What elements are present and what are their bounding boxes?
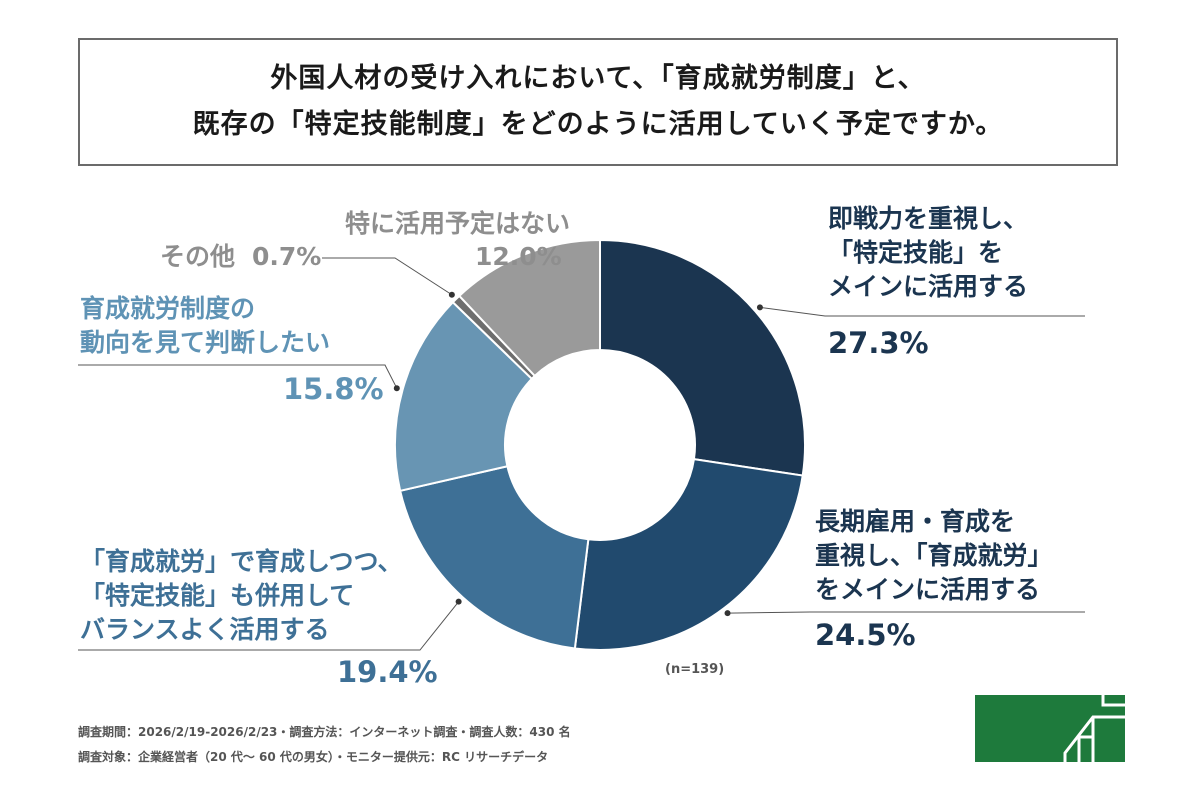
label-1-line-2: をメインに活用する bbox=[815, 575, 1041, 604]
pct-slice-1: 24.5% bbox=[815, 618, 916, 652]
pct-slice-0: 27.3% bbox=[828, 326, 929, 360]
sample-size: (n=139) bbox=[665, 662, 725, 677]
title-line-1: 外国人材の受け入れにおいて、「育成就労制度」と、 bbox=[270, 63, 926, 94]
leader-dot-1 bbox=[724, 610, 731, 617]
leader-dot-0 bbox=[756, 304, 763, 311]
pct-slice-5: 12.0% bbox=[475, 242, 562, 271]
company-logo-icon bbox=[975, 695, 1125, 762]
donut-slice-3 bbox=[394, 300, 534, 492]
title-line-2: 既存の「特定技能制度」をどのように活用していく予定ですか。 bbox=[192, 109, 1004, 140]
donut-slice-5 bbox=[457, 238, 601, 378]
donut-slice-0 bbox=[599, 238, 806, 477]
label-1-line-1: 重視し、「育成就労」 bbox=[815, 541, 1053, 570]
label-slice-0: 即戦力を重視し、 「特定技能」を メインに活用する bbox=[828, 202, 1028, 304]
label-0-line-1: 「特定技能」を bbox=[828, 238, 1004, 267]
leader-line-3 bbox=[78, 364, 398, 389]
leader-line-2 bbox=[78, 601, 460, 651]
leader-line-0 bbox=[759, 306, 1085, 317]
label-3-line-1: 動向を見て判断したい bbox=[80, 328, 331, 357]
label-2-line-1: 「特定技能」も併用して bbox=[80, 581, 355, 610]
footer-line-1: 調査期間：2026/2/19-2026/2/23・調査方法：インターネット調査・… bbox=[78, 725, 571, 739]
pct-slice-4: 0.7% bbox=[252, 242, 322, 271]
label-slice-1: 長期雇用・育成を 重視し、「育成就労」 をメインに活用する bbox=[815, 505, 1053, 607]
pct-slice-2: 19.4% bbox=[337, 655, 438, 689]
label-0-line-0: 即戦力を重視し、 bbox=[828, 204, 1029, 233]
label-slice-2: 「育成就労」で育成しつつ、 「特定技能」も併用して バランスよく活用する bbox=[80, 545, 403, 647]
label-slice-4: その他 bbox=[160, 242, 236, 271]
donut-slice-2 bbox=[398, 465, 590, 650]
label-1-line-0: 長期雇用・育成を bbox=[815, 507, 1016, 536]
donut-slice-1 bbox=[573, 458, 804, 651]
leader-line-4 bbox=[322, 257, 453, 296]
label-2-line-0: 「育成就労」で育成しつつ、 bbox=[80, 547, 403, 576]
label-0-line-2: メインに活用する bbox=[828, 272, 1029, 301]
label-slice-3: 育成就労制度の 動向を見て判断したい bbox=[80, 292, 330, 360]
leader-dot-2 bbox=[455, 598, 462, 605]
label-3-line-0: 育成就労制度の bbox=[80, 294, 256, 323]
title-box: 外国人材の受け入れにおいて、「育成就労制度」と、 既存の「特定技能制度」をどのよ… bbox=[78, 38, 1118, 166]
leader-line-1 bbox=[727, 611, 1085, 614]
leader-dot-3 bbox=[393, 385, 400, 392]
label-slice-5: 特に活用予定はない bbox=[345, 209, 571, 238]
leader-dot-4 bbox=[448, 291, 455, 298]
pct-slice-3: 15.8% bbox=[283, 372, 384, 406]
label-2-line-2: バランスよく活用する bbox=[80, 615, 330, 644]
footer-line-2: 調査対象：企業経営者（20 代～ 60 代の男女）・モニター提供元：RC リサー… bbox=[78, 750, 549, 764]
